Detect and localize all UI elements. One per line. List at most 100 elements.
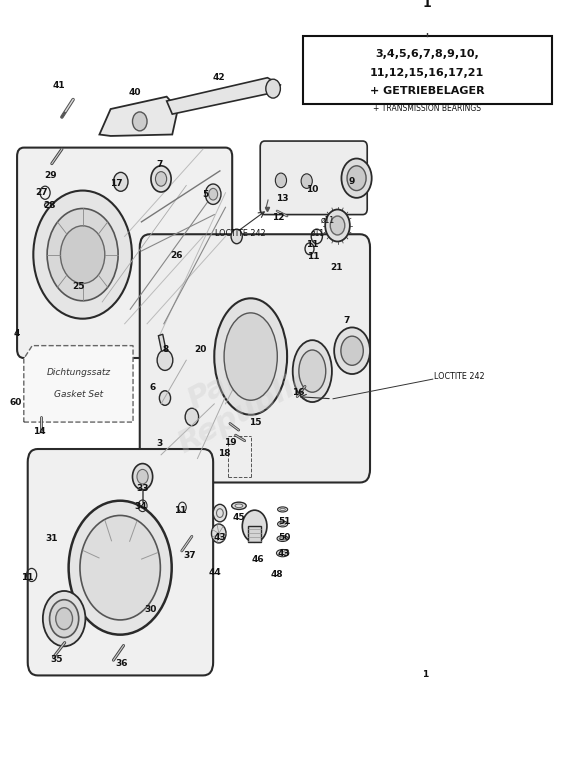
Text: 11: 11: [174, 507, 186, 515]
Text: 33: 33: [136, 484, 149, 493]
Text: 36: 36: [115, 658, 128, 668]
Text: 16: 16: [292, 389, 305, 398]
Text: 8: 8: [162, 344, 169, 354]
Text: 14: 14: [33, 427, 46, 436]
Text: 11,12,15,16,17,21: 11,12,15,16,17,21: [370, 68, 484, 78]
Circle shape: [132, 112, 147, 131]
Text: 15: 15: [249, 418, 261, 427]
Text: 19: 19: [224, 438, 236, 447]
Text: 45: 45: [233, 513, 245, 522]
Text: 25: 25: [72, 282, 84, 291]
Text: 37: 37: [184, 551, 196, 560]
Text: 46: 46: [252, 555, 264, 564]
Circle shape: [132, 463, 153, 490]
Circle shape: [209, 188, 218, 200]
Ellipse shape: [278, 507, 288, 512]
Text: 12: 12: [272, 213, 285, 222]
Text: 40: 40: [128, 88, 141, 97]
Circle shape: [185, 408, 199, 426]
Circle shape: [50, 600, 79, 638]
FancyBboxPatch shape: [303, 37, 552, 104]
Bar: [158, 335, 166, 351]
Text: + TRANSMISSION BEARINGS: + TRANSMISSION BEARINGS: [373, 104, 481, 113]
Text: 7: 7: [343, 315, 350, 325]
Text: 10: 10: [306, 185, 318, 194]
Circle shape: [347, 166, 366, 190]
Ellipse shape: [44, 203, 51, 208]
Text: 43: 43: [278, 549, 291, 558]
Text: 6: 6: [150, 383, 156, 392]
Text: 3: 3: [157, 439, 163, 448]
Text: 9: 9: [349, 177, 355, 186]
Text: 42: 42: [212, 73, 225, 82]
Text: 34: 34: [134, 502, 146, 511]
Ellipse shape: [299, 350, 326, 392]
Text: 43: 43: [213, 533, 226, 543]
Text: 51: 51: [278, 517, 291, 527]
Text: 35: 35: [50, 655, 62, 664]
Text: 26: 26: [170, 251, 182, 260]
Text: ø11: ø11: [311, 229, 325, 237]
Text: + GETRIEBELAGER: + GETRIEBELAGER: [370, 85, 485, 96]
Text: 7: 7: [156, 160, 163, 169]
Circle shape: [242, 511, 267, 543]
Ellipse shape: [278, 521, 288, 527]
Text: 21: 21: [330, 263, 343, 272]
Polygon shape: [100, 97, 178, 136]
Circle shape: [113, 172, 128, 191]
Circle shape: [266, 79, 280, 98]
Circle shape: [69, 501, 172, 635]
Circle shape: [213, 504, 226, 522]
FancyBboxPatch shape: [140, 234, 370, 482]
Text: ø11: ø11: [321, 216, 335, 225]
Text: 29: 29: [44, 171, 57, 180]
Text: 11: 11: [306, 240, 319, 249]
Circle shape: [43, 591, 86, 646]
Circle shape: [60, 226, 105, 283]
Text: 3,4,5,6,7,8,9,10,: 3,4,5,6,7,8,9,10,: [376, 50, 479, 59]
Text: 28: 28: [43, 201, 55, 210]
Text: LOCTITE 242: LOCTITE 242: [216, 229, 266, 238]
Ellipse shape: [215, 298, 287, 415]
FancyBboxPatch shape: [17, 148, 232, 358]
Text: 18: 18: [218, 449, 231, 458]
Ellipse shape: [276, 549, 289, 557]
Ellipse shape: [231, 502, 246, 510]
Circle shape: [56, 608, 73, 629]
Circle shape: [205, 184, 221, 204]
Text: 1: 1: [422, 671, 428, 679]
Circle shape: [157, 350, 173, 370]
Text: 11: 11: [307, 251, 319, 261]
Circle shape: [155, 171, 167, 186]
Circle shape: [341, 336, 363, 365]
Polygon shape: [167, 78, 280, 114]
Text: 1: 1: [423, 0, 431, 10]
Text: 20: 20: [195, 344, 207, 354]
Text: 30: 30: [144, 605, 157, 614]
Text: Dichtungssatz: Dichtungssatz: [46, 368, 110, 377]
Circle shape: [231, 229, 242, 244]
Bar: [248, 527, 261, 543]
Circle shape: [334, 328, 370, 374]
Circle shape: [325, 210, 350, 242]
Text: 41: 41: [52, 82, 65, 90]
Text: 17: 17: [110, 179, 123, 187]
Text: 31: 31: [46, 534, 58, 543]
Text: LOCTITE 242: LOCTITE 242: [434, 373, 485, 382]
Ellipse shape: [293, 340, 332, 402]
Circle shape: [47, 209, 118, 301]
Text: 48: 48: [271, 571, 283, 579]
Text: 44: 44: [209, 568, 222, 578]
Circle shape: [33, 190, 132, 319]
Text: 50: 50: [278, 533, 291, 543]
Text: Gasket Set: Gasket Set: [54, 390, 103, 399]
Text: 11: 11: [21, 573, 34, 581]
Polygon shape: [24, 346, 133, 422]
FancyBboxPatch shape: [28, 449, 213, 675]
Circle shape: [80, 515, 160, 620]
Circle shape: [151, 166, 171, 192]
Text: 13: 13: [276, 194, 289, 203]
Text: 60: 60: [9, 398, 21, 407]
Circle shape: [301, 174, 312, 188]
Text: 4: 4: [14, 328, 20, 338]
